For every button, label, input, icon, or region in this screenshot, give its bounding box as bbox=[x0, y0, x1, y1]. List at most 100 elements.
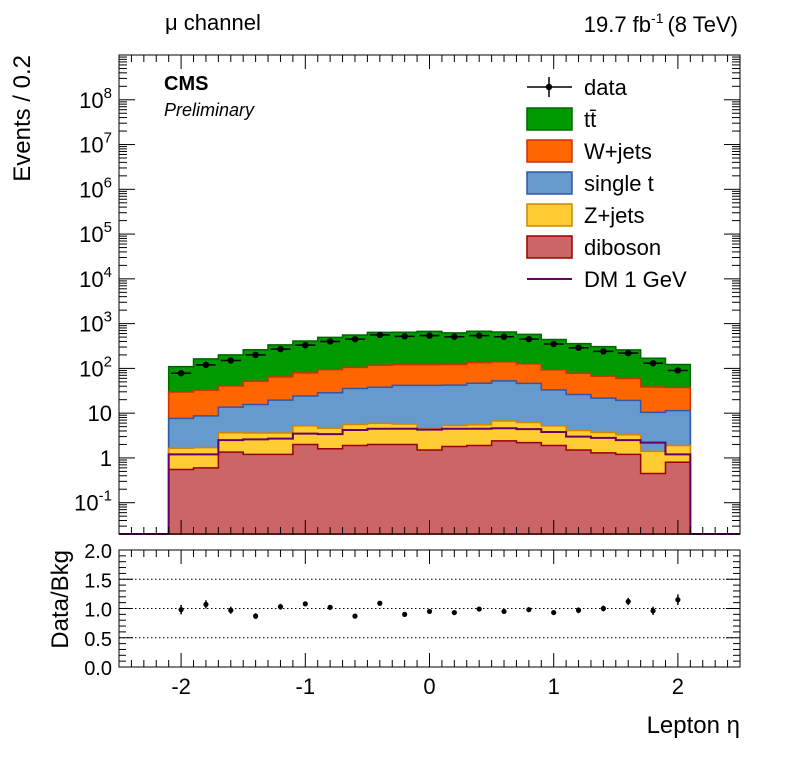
data-point bbox=[451, 333, 458, 340]
ratio-point bbox=[178, 607, 184, 613]
ratio-point bbox=[600, 605, 606, 612]
y-tick-label: 103 bbox=[79, 309, 112, 337]
ratio-point bbox=[352, 613, 358, 619]
data-point bbox=[674, 367, 682, 374]
y-tick-base: 10 bbox=[79, 222, 103, 247]
y-tick-base: 10 bbox=[79, 133, 103, 158]
legend-label: single t bbox=[584, 171, 654, 196]
y-tick-label: 102 bbox=[79, 353, 112, 381]
lumi-base: 19.7 fb bbox=[584, 12, 651, 37]
ratio-y-tick-label: 0.0 bbox=[84, 658, 112, 680]
ratio-point bbox=[426, 608, 433, 615]
data-point bbox=[302, 341, 309, 349]
ratio-x-axis: -2 -1 0 1 2 bbox=[118, 550, 741, 699]
ratio-points bbox=[178, 594, 681, 620]
y-tick-exponent: 8 bbox=[104, 85, 112, 102]
data-point bbox=[227, 357, 234, 364]
y-tick-base: 10 bbox=[79, 88, 103, 113]
y-tick-base: 10 bbox=[88, 401, 112, 426]
ratio-reference-lines bbox=[119, 578, 740, 639]
legend-label: diboson bbox=[584, 235, 661, 260]
data-point bbox=[649, 360, 657, 367]
legend-label: DM 1 GeV bbox=[584, 267, 687, 292]
y-tick-exponent: 5 bbox=[104, 219, 112, 236]
x-tick-label: -1 bbox=[296, 674, 316, 699]
y-tick-base: 10 bbox=[79, 312, 103, 337]
y-tick-label: 105 bbox=[79, 219, 112, 247]
data-point bbox=[426, 332, 433, 339]
x-tick-label: 2 bbox=[672, 674, 684, 699]
y-tick-exponent: 2 bbox=[104, 353, 112, 370]
ratio-point bbox=[625, 598, 631, 605]
ratio-point bbox=[675, 597, 681, 603]
signal-layer bbox=[119, 427, 740, 535]
legend-swatch bbox=[526, 171, 573, 195]
y-tick-base: 10 bbox=[79, 177, 103, 202]
y-tick-label: 10-1 bbox=[74, 488, 112, 516]
ratio-y-tick-label: 2.0 bbox=[84, 541, 112, 563]
ratio-y-tick-label: 1.5 bbox=[84, 570, 112, 592]
data-point bbox=[600, 348, 607, 355]
data-point bbox=[525, 335, 533, 343]
legend-swatch bbox=[526, 235, 573, 259]
data-point bbox=[575, 344, 582, 351]
data-point bbox=[252, 351, 259, 359]
x-tick-label: -2 bbox=[171, 674, 191, 699]
data-point bbox=[475, 332, 483, 339]
y-tick-label: 104 bbox=[79, 264, 112, 292]
y-tick-base: 10 bbox=[74, 491, 98, 516]
main-y-axis-label: Events / 0.2 bbox=[9, 55, 36, 182]
stack-layer bbox=[167, 330, 692, 535]
legend-label: tt̄ bbox=[584, 107, 596, 132]
luminosity-label: 19.7 fb-1 (8 TeV) bbox=[584, 10, 738, 37]
y-tick-base: 1 bbox=[100, 446, 112, 471]
ratio-point bbox=[551, 609, 557, 616]
preliminary-label: Preliminary bbox=[164, 100, 255, 120]
ratio-y-tick-label: 0.5 bbox=[84, 629, 112, 651]
legend-swatch bbox=[526, 139, 573, 163]
x-tick-label: 1 bbox=[548, 674, 560, 699]
y-tick-base: 10 bbox=[79, 356, 103, 381]
data-point bbox=[326, 338, 334, 345]
data-point bbox=[277, 345, 284, 353]
y-tick-label: 107 bbox=[79, 130, 112, 158]
data-layer bbox=[171, 331, 688, 377]
ratio-y-axis: 0.0 0.5 1.0 1.5 2.0 bbox=[84, 541, 740, 680]
legend-swatch bbox=[526, 203, 573, 227]
y-tick-exponent: -1 bbox=[99, 488, 112, 505]
ratio-point bbox=[203, 601, 209, 608]
ratio-point bbox=[377, 600, 383, 606]
y-tick-label: 106 bbox=[79, 174, 112, 202]
stack-diboson bbox=[167, 440, 692, 535]
data-point bbox=[376, 331, 384, 339]
y-tick-label: 108 bbox=[79, 85, 112, 113]
data-point bbox=[500, 333, 508, 340]
y-tick-exponent: 7 bbox=[104, 130, 112, 147]
lumi-exponent: -1 bbox=[651, 10, 664, 26]
legend: data tt̄ W+jets single t Z+jets diboson DM 1 G… bbox=[526, 75, 687, 292]
y-tick-exponent: 4 bbox=[104, 264, 112, 281]
cms-label: CMS bbox=[164, 73, 208, 95]
data-point bbox=[177, 370, 185, 377]
main-x-axis bbox=[118, 55, 741, 534]
ratio-point bbox=[575, 607, 582, 613]
ratio-point bbox=[302, 601, 308, 607]
data-point bbox=[625, 349, 632, 357]
data-point bbox=[202, 361, 210, 369]
ratio-point bbox=[327, 604, 333, 610]
x-axis-label: Lepton η bbox=[647, 712, 740, 739]
lumi-energy: (8 TeV) bbox=[667, 12, 738, 37]
signal-dm-line bbox=[119, 427, 740, 535]
ratio-y-axis-label: Data/Bkg bbox=[47, 550, 74, 649]
ratio-point bbox=[526, 607, 532, 613]
ratio-plot: 0.0 0.5 1.0 1.5 2.0 -2 -1 0 1 2 Data/Bkg Lepton … bbox=[47, 541, 741, 739]
ratio-point bbox=[277, 604, 284, 610]
y-tick-label: 10 bbox=[88, 401, 112, 426]
legend-data-marker bbox=[545, 83, 553, 91]
legend-label: Z+jets bbox=[584, 203, 645, 228]
ratio-y-tick-label: 1.0 bbox=[84, 600, 112, 622]
ratio-point bbox=[650, 608, 656, 614]
channel-label: μ channel bbox=[165, 10, 261, 35]
